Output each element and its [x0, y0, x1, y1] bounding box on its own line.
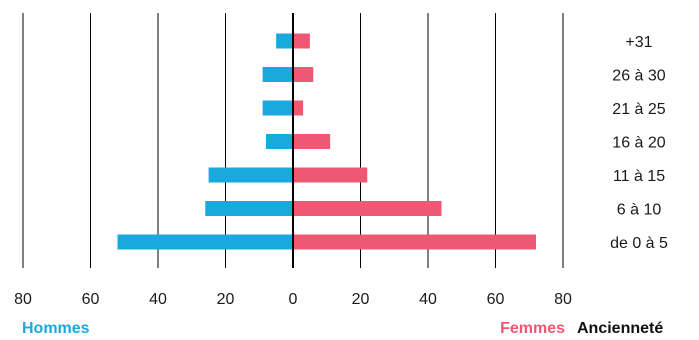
- bar-hommes: [205, 201, 293, 216]
- category-label: 16 à 20: [612, 135, 665, 152]
- x-tick-label: 40: [149, 291, 167, 308]
- x-tick-label: 0: [289, 291, 298, 308]
- bar-hommes: [208, 167, 293, 183]
- bar-hommes: [262, 100, 293, 116]
- x-tick-label: 40: [419, 291, 437, 308]
- bar-femmes: [293, 134, 331, 149]
- bar-hommes: [276, 33, 293, 49]
- x-tick-label: 20: [217, 291, 235, 308]
- x-tick-label: 80: [14, 291, 32, 308]
- bar-femmes: [293, 201, 442, 216]
- category-label: 21 à 25: [612, 101, 665, 118]
- bar-femmes: [293, 100, 304, 116]
- x-tick-label: 60: [487, 291, 505, 308]
- bar-femmes: [293, 234, 536, 250]
- bar-femmes: [293, 167, 368, 183]
- bars: [117, 33, 536, 250]
- category-label: +31: [625, 34, 652, 51]
- legend-femmes: Femmes: [500, 320, 565, 337]
- bar-hommes: [266, 134, 293, 149]
- category-labels: de 0 à 5 6 à 10 11 à 15 16 à 20 21 à 25 26 à …: [610, 34, 668, 252]
- legend-hommes: Hommes: [22, 320, 90, 337]
- bar-hommes: [117, 234, 293, 250]
- bar-femmes: [293, 33, 310, 49]
- bar-hommes: [262, 67, 293, 82]
- x-tick-label: 20: [352, 291, 370, 308]
- category-label: de 0 à 5: [610, 235, 668, 252]
- bar-femmes: [293, 67, 314, 82]
- x-tick-label: 60: [82, 291, 100, 308]
- category-label: 26 à 30: [612, 68, 665, 85]
- category-label: 11 à 15: [613, 168, 665, 185]
- x-tick-label: 80: [554, 291, 572, 308]
- category-label: 6 à 10: [617, 202, 662, 219]
- y-axis-label: Ancienneté: [577, 320, 663, 337]
- gridlines: [22, 13, 564, 268]
- x-tick-labels: 80 60 40 20 0 20 40 60 80: [14, 291, 572, 308]
